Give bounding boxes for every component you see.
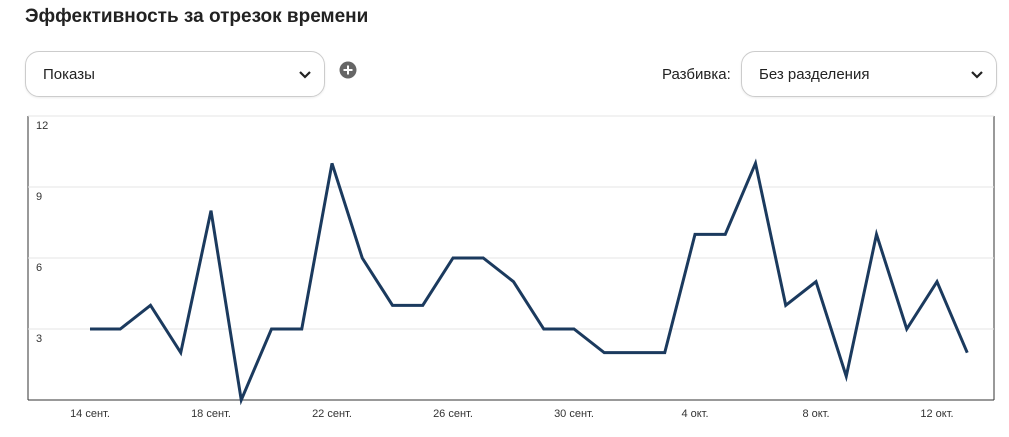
metric-value: Показы	[43, 66, 95, 83]
x-tick-label: 30 сент.	[554, 408, 594, 420]
breakdown-value: Без разделения	[759, 66, 870, 83]
y-tick-label: 6	[36, 262, 42, 274]
page-title: Эффективность за отрезок времени	[25, 6, 369, 27]
metric-dropdown[interactable]: Показы	[25, 51, 325, 97]
data-line	[90, 158, 969, 406]
chevron	[971, 71, 983, 79]
x-tick-label: 8 окт.	[802, 408, 829, 420]
x-tick-label: 12 окт.	[920, 408, 953, 420]
x-tick-label: 26 сент.	[433, 408, 473, 420]
breakdown-dropdown[interactable]: Без разделения	[741, 51, 997, 97]
y-tick-label: 12	[36, 120, 48, 132]
x-tick-label: 18 сент.	[191, 408, 231, 420]
chevron	[299, 71, 311, 79]
y-tick-label: 9	[36, 191, 42, 203]
x-tick-label: 22 сент.	[312, 408, 352, 420]
breakdown-label: Разбивка:	[662, 66, 731, 83]
add-metric-button[interactable]	[339, 61, 357, 79]
x-tick-label: 4 окт.	[681, 408, 708, 420]
y-tick-label: 3	[36, 333, 42, 345]
x-tick-label: 14 сент.	[70, 408, 110, 420]
